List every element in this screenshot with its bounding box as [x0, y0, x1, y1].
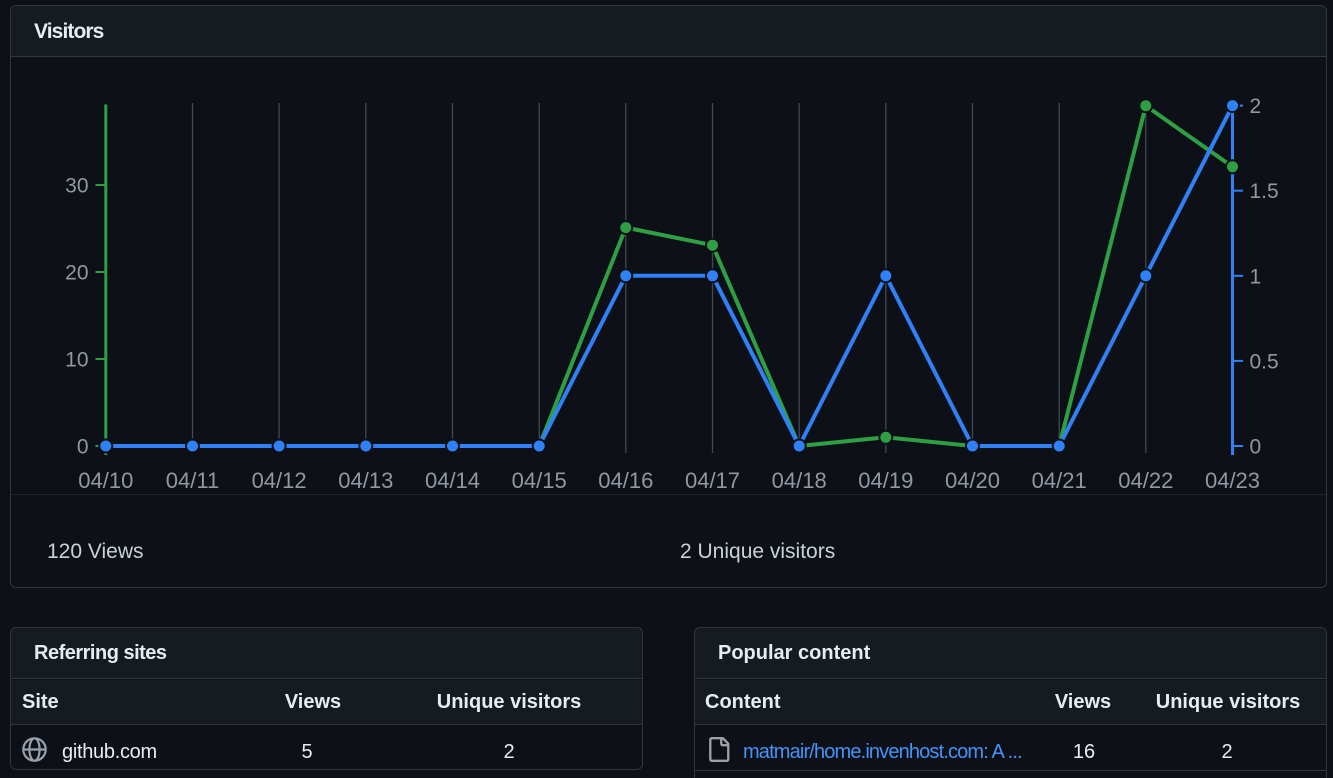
svg-text:0: 0 [77, 436, 89, 459]
svg-text:1: 1 [1250, 265, 1262, 288]
svg-text:10: 10 [65, 349, 88, 372]
svg-text:04/20: 04/20 [945, 468, 1000, 493]
svg-text:04/22: 04/22 [1118, 468, 1173, 493]
svg-text:04/23: 04/23 [1205, 468, 1260, 493]
svg-text:04/16: 04/16 [598, 468, 653, 493]
svg-text:04/15: 04/15 [512, 468, 567, 493]
svg-text:04/12: 04/12 [252, 468, 307, 493]
svg-text:0: 0 [1250, 436, 1262, 459]
svg-text:1.5: 1.5 [1250, 180, 1279, 203]
svg-text:04/17: 04/17 [685, 468, 740, 493]
svg-text:04/13: 04/13 [338, 468, 393, 493]
svg-text:30: 30 [65, 175, 88, 198]
svg-text:04/10: 04/10 [78, 468, 133, 493]
svg-text:04/21: 04/21 [1032, 468, 1087, 493]
svg-text:04/11: 04/11 [166, 468, 219, 493]
svg-text:2: 2 [1250, 95, 1262, 118]
svg-text:04/14: 04/14 [425, 468, 480, 493]
svg-text:20: 20 [65, 262, 88, 285]
svg-text:04/19: 04/19 [858, 468, 913, 493]
svg-text:0.5: 0.5 [1250, 350, 1279, 373]
svg-text:04/18: 04/18 [772, 468, 827, 493]
